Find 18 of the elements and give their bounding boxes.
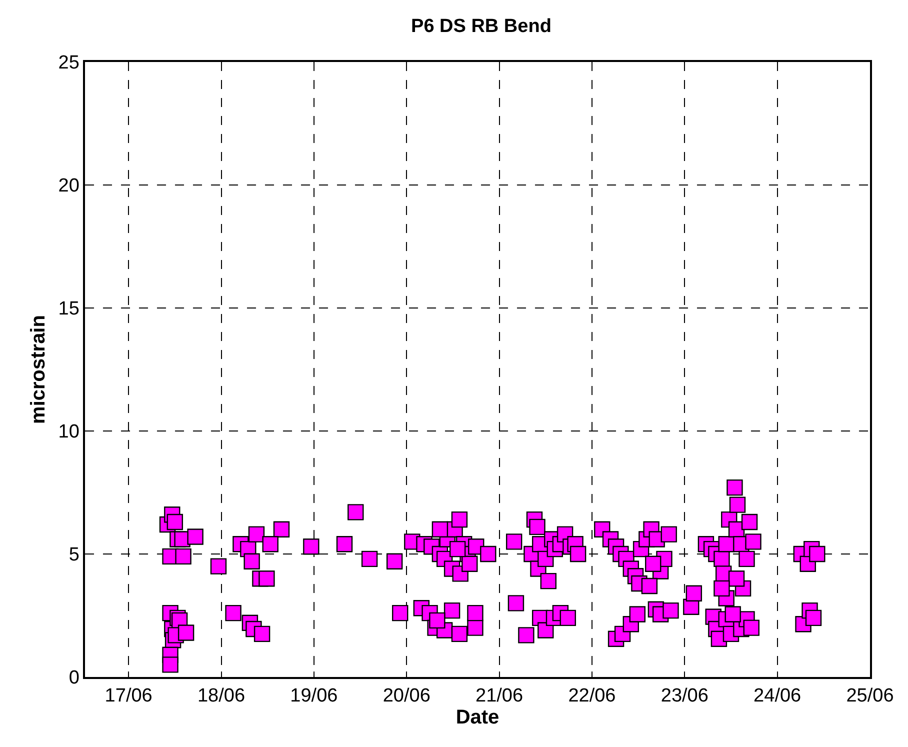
x-tick-label: 25/06 xyxy=(846,686,894,707)
x-tick-label: 20/06 xyxy=(382,686,430,707)
x-tick-label: 23/06 xyxy=(660,686,708,707)
y-tick-label: 5 xyxy=(68,544,80,566)
y-tick-label: 0 xyxy=(68,668,80,689)
y-tick-label: 10 xyxy=(58,422,80,443)
x-axis-title: Date xyxy=(456,706,500,729)
x-tick-label: 21/06 xyxy=(476,686,524,707)
x-tick-label: 19/06 xyxy=(290,686,338,707)
y-tick-label: 25 xyxy=(58,52,80,74)
x-tick-label: 24/06 xyxy=(754,686,802,707)
y-axis-title: microstrain xyxy=(27,315,50,424)
y-tick-label: 20 xyxy=(58,176,80,197)
x-tick-label: 22/06 xyxy=(568,686,616,707)
x-tick-label: 18/06 xyxy=(197,686,246,707)
y-tick-label: 15 xyxy=(58,298,80,320)
chart-title: P6 DS RB Bend xyxy=(411,16,552,37)
x-tick-label: 17/06 xyxy=(104,686,152,707)
